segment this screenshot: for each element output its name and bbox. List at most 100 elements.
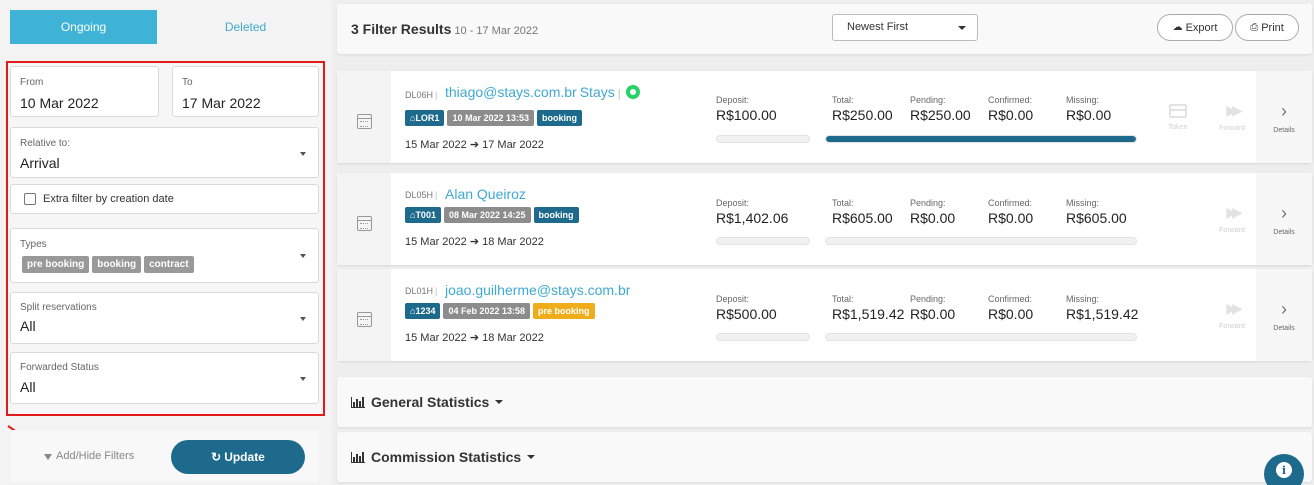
pending-label: Pending:	[910, 95, 946, 105]
print-button[interactable]: ⎙ Print	[1235, 14, 1299, 41]
forward-label: Forward	[1219, 227, 1245, 234]
total-value: R$605.00	[832, 210, 893, 226]
to-value: 17 Mar 2022	[182, 95, 261, 111]
pending-label: Pending:	[910, 198, 946, 208]
chevron-right-icon: ›	[1281, 100, 1287, 121]
add-hide-filters-button[interactable]: Add/Hide Filters	[44, 450, 134, 462]
confirmed-label: Confirmed:	[988, 95, 1033, 105]
general-statistics-section[interactable]: General Statistics	[337, 377, 1312, 427]
relative-to-label: Relative to:	[20, 138, 71, 149]
general-statistics-toggle[interactable]: General Statistics	[351, 394, 504, 410]
reservation-code: DL05H |	[405, 190, 437, 200]
arrow-right-icon: ➔	[469, 139, 480, 151]
type-tag: contract	[144, 256, 194, 273]
calendar-icon	[356, 113, 372, 129]
forward-icon: ▶▶	[1226, 204, 1242, 220]
guest-name[interactable]: joao.guilherme@stays.com.br	[445, 282, 630, 298]
relative-to-select[interactable]: Relative to: Arrival	[10, 127, 319, 178]
checkin-date: 15 Mar 2022	[405, 139, 467, 151]
cloud-download-icon: ☁	[1172, 22, 1183, 33]
tab-deleted[interactable]: Deleted	[224, 20, 267, 34]
chevron-down-icon	[300, 152, 306, 156]
export-button[interactable]: ☁ Export	[1157, 14, 1233, 41]
results-title: 3 Filter Results 10 - 17 Mar 2022	[351, 21, 538, 37]
type-tag: booking	[92, 256, 142, 273]
commission-statistics-toggle[interactable]: Commission Statistics	[351, 449, 536, 465]
details-button[interactable]: › Details	[1256, 173, 1312, 265]
guest-text: Alan Queiroz	[445, 186, 526, 202]
separator: |	[435, 90, 438, 100]
created-badge: 10 Mar 2022 13:53	[447, 110, 535, 126]
extra-filter-checkbox[interactable]	[24, 193, 36, 205]
total-label: Total:	[832, 198, 854, 208]
token-label: Token	[1168, 123, 1188, 131]
split-reservations-select[interactable]: Split reservations All	[10, 292, 319, 344]
forward-button[interactable]: ▶▶ Forward	[1204, 71, 1260, 163]
details-label: Details	[1273, 228, 1295, 236]
forward-label: Forward	[1219, 125, 1245, 132]
total-value: R$1,519.42	[832, 306, 905, 322]
filters-panel: From 10 Mar 2022 To 17 Mar 2022 Relative…	[6, 61, 325, 416]
export-label: Export	[1185, 21, 1218, 34]
card-icon-column	[337, 269, 391, 361]
types-select[interactable]: Types pre booking booking contract	[10, 228, 319, 283]
extra-filter-checkbox-row[interactable]: Extra filter by creation date	[10, 184, 319, 214]
card-icon-column	[337, 71, 391, 163]
type-badge: pre booking	[533, 303, 595, 319]
forward-button[interactable]: ▶▶ Forward	[1204, 269, 1260, 361]
confirmed-value: R$0.00	[988, 306, 1034, 322]
print-label: Print	[1261, 21, 1284, 34]
arrow-right-icon: ➔	[469, 236, 480, 248]
forwarded-status-value: All	[20, 379, 36, 395]
deposit-progress-bar	[716, 333, 810, 341]
listing-text: LOR1	[415, 113, 440, 123]
guest-name[interactable]: thiago@stays.com.br Stays |	[445, 84, 640, 100]
separator: |	[617, 88, 621, 100]
chevron-down-icon	[527, 455, 536, 459]
chevron-down-icon	[300, 317, 306, 321]
confirmed-label: Confirmed:	[988, 294, 1033, 304]
guest-suffix: Stays	[579, 84, 615, 100]
commission-statistics-section[interactable]: Commission Statistics	[337, 432, 1312, 482]
forward-button[interactable]: ▶▶ Forward	[1204, 173, 1260, 265]
code-text: DL05H	[405, 190, 434, 200]
print-icon: ⎙	[1250, 22, 1259, 33]
details-button[interactable]: › Details	[1256, 71, 1312, 163]
missing-value: R$1,519.42	[1066, 306, 1139, 322]
guest-text: thiago@stays.com.br	[445, 84, 577, 100]
type-badge: booking	[533, 207, 579, 223]
reservation-card[interactable]: DL05H | Alan Queiroz ⌂T001 08 Mar 2022 14…	[337, 173, 1312, 265]
total-label: Total:	[832, 95, 854, 105]
results-count: 3 Filter Results	[351, 21, 452, 37]
guest-name[interactable]: Alan Queiroz	[445, 186, 526, 202]
guest-text: joao.guilherme@stays.com.br	[445, 282, 631, 298]
from-value: 10 Mar 2022	[20, 95, 99, 111]
tab-ongoing[interactable]: Ongoing	[10, 10, 157, 44]
calendar-icon	[356, 215, 372, 231]
reservation-code: DL01H |	[405, 286, 437, 296]
add-hide-filters-label: Add/Hide Filters	[56, 450, 135, 462]
pending-value: R$0.00	[910, 210, 956, 226]
update-button[interactable]: ↻ Update	[171, 440, 305, 474]
filters-sidebar: Ongoing Deleted From 10 Mar 2022 To 17 M…	[0, 0, 332, 485]
split-reservations-label: Split reservations	[20, 302, 97, 313]
reservation-card[interactable]: DL01H | joao.guilherme@stays.com.br ⌂1234…	[337, 269, 1312, 361]
token-button[interactable]: Token	[1150, 71, 1206, 163]
code-text: DL01H	[405, 286, 434, 296]
deposit-value: R$500.00	[716, 306, 777, 322]
reservation-card[interactable]: DL06H | thiago@stays.com.br Stays | ⌂LOR1 1…	[337, 71, 1312, 163]
whatsapp-icon[interactable]	[625, 85, 640, 99]
forwarded-status-select[interactable]: Forwarded Status All	[10, 352, 319, 404]
missing-label: Missing:	[1066, 95, 1100, 105]
details-button[interactable]: › Details	[1256, 269, 1312, 361]
total-label: Total:	[832, 294, 854, 304]
from-date-field[interactable]: From 10 Mar 2022	[10, 66, 159, 117]
confirmed-value: R$0.00	[988, 107, 1034, 123]
info-button[interactable]: i	[1264, 454, 1304, 485]
split-reservations-value: All	[20, 318, 36, 334]
missing-value: R$605.00	[1066, 210, 1127, 226]
results-range: 10 - 17 Mar 2022	[454, 25, 539, 37]
confirmed-label: Confirmed:	[988, 198, 1033, 208]
to-date-field[interactable]: To 17 Mar 2022	[172, 66, 319, 117]
sort-select[interactable]: Newest First	[832, 14, 978, 41]
